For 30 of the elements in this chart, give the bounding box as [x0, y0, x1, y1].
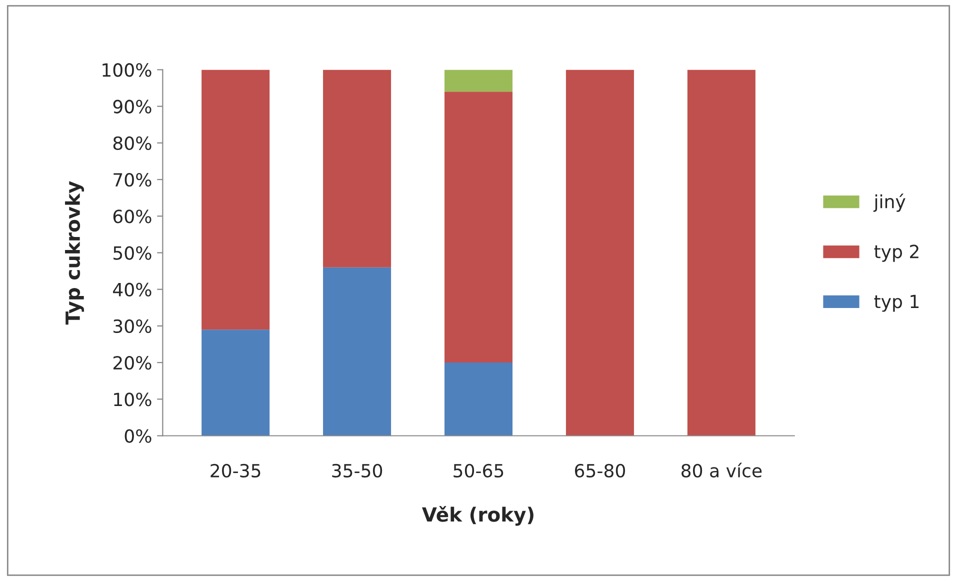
bar — [202, 70, 270, 330]
bar — [444, 92, 513, 363]
x-tick-label: 35-50 — [332, 464, 382, 478]
bar — [323, 267, 392, 436]
bar — [687, 70, 756, 436]
bar — [566, 70, 634, 436]
y-tick-label: 60% — [113, 210, 152, 224]
legend-label: typ 1 — [874, 294, 919, 312]
y-axis-title: Typ cukrovky — [65, 181, 84, 325]
y-tick-label: 30% — [114, 319, 152, 334]
x-tick-label: 65-80 — [574, 464, 625, 478]
y-tick-label: 70% — [114, 172, 152, 187]
y-tick-label: 40% — [113, 282, 152, 296]
bar — [444, 362, 513, 436]
y-tick-label: 0% — [124, 429, 152, 443]
x-axis-title: Věk (roky) — [422, 506, 534, 526]
y-tick-label: 20% — [113, 356, 152, 370]
x-tick-label: 20-35 — [210, 464, 260, 478]
y-tick-label: 50% — [114, 246, 152, 260]
legend-label: jiný — [873, 194, 906, 212]
y-tick-label: 90% — [113, 100, 152, 114]
y-tick-label: 80% — [113, 136, 152, 150]
bar — [202, 330, 270, 436]
bar — [444, 70, 513, 92]
x-tick-label: 50-65 — [454, 464, 504, 478]
x-tick-label: 80 a více — [682, 462, 762, 478]
y-tick-label: 10% — [114, 392, 152, 406]
y-tick-label: 100% — [102, 63, 152, 77]
bar — [323, 70, 392, 268]
legend-label: typ 2 — [874, 244, 918, 262]
